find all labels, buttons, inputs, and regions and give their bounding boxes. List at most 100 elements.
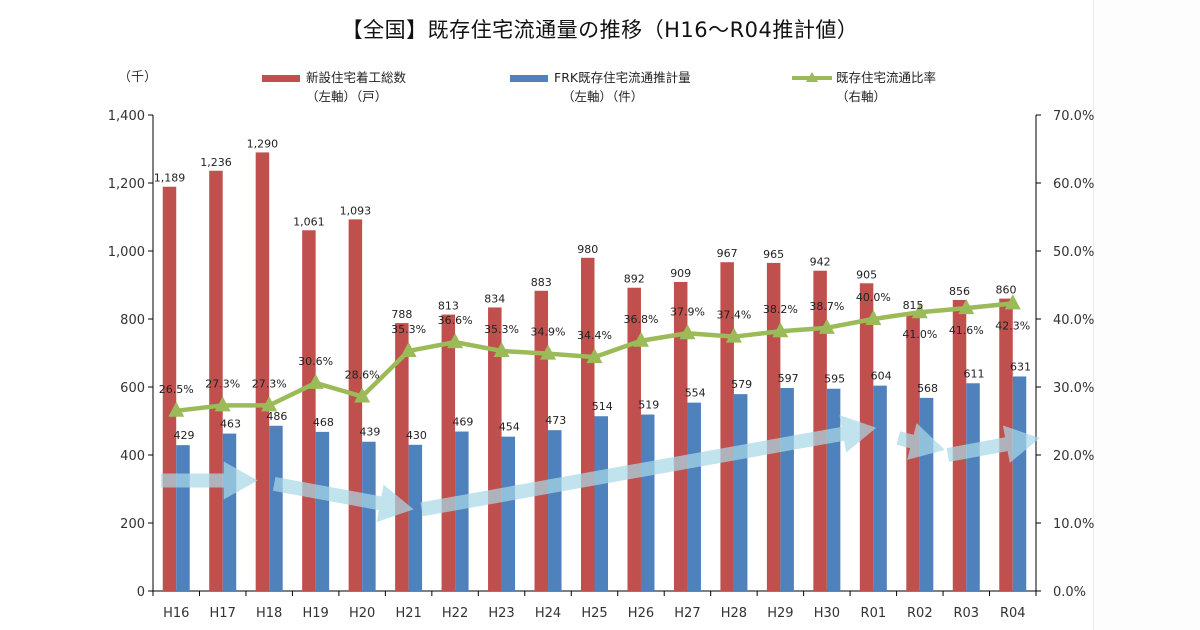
- data-label-frk-existing-distribution: 595: [824, 373, 845, 386]
- x-axis-tick-label: H18: [256, 606, 282, 621]
- data-label-frk-existing-distribution: 568: [917, 382, 938, 395]
- bar-new-housing-starts: [395, 323, 409, 591]
- axes: 0 200 400 600 800 1,000 1,200 1,400 0.0% 10.0% 20.…: [108, 109, 1095, 621]
- bar-frk-existing-distribution: [966, 383, 980, 591]
- data-label-ratio: 36.8%: [623, 313, 658, 326]
- right-axis-tick-label: 50.0%: [1053, 245, 1094, 260]
- right-axis-tick-label: 60.0%: [1053, 177, 1094, 192]
- bar-frk-existing-distribution: [826, 388, 841, 591]
- x-axis-tick-label: H22: [442, 606, 468, 621]
- bar-new-housing-starts: [627, 287, 641, 591]
- x-axis-tick-label: H30: [814, 606, 840, 621]
- data-label-frk-existing-distribution: 554: [685, 387, 706, 400]
- data-label-ratio: 40.0%: [856, 291, 891, 304]
- right-axis-tick-label: 40.0%: [1053, 313, 1094, 328]
- data-label-new-housing-starts: 788: [391, 308, 412, 321]
- data-label-ratio: 27.3%: [205, 377, 240, 390]
- bar-new-housing-starts: [673, 281, 688, 591]
- bar-new-housing-starts: [720, 262, 734, 591]
- ratio-triangle-marker: [400, 341, 417, 357]
- bar-new-housing-starts: [534, 290, 549, 591]
- right-margin-strip: [1093, 0, 1200, 630]
- bar-new-housing-starts: [859, 283, 874, 591]
- right-axis-tick-label: 0.0%: [1053, 585, 1086, 600]
- bar-new-housing-starts: [255, 152, 270, 591]
- legend-label: 新設住宅着工総数: [306, 70, 407, 85]
- bar-frk-existing-distribution: [780, 388, 794, 591]
- right-axis-tick-label: 70.0%: [1053, 109, 1094, 124]
- bar-frk-existing-distribution: [176, 445, 190, 591]
- bar-new-housing-starts: [488, 307, 502, 591]
- trend-arrow-icon: [161, 461, 258, 500]
- x-axis-tick-label: H20: [349, 606, 375, 621]
- data-label-new-housing-starts: 1,093: [340, 204, 372, 217]
- data-label-new-housing-starts: 892: [624, 273, 645, 286]
- x-axis-tick-label: H21: [395, 606, 421, 621]
- data-label-frk-existing-distribution: 468: [313, 416, 334, 429]
- bar-frk-existing-distribution: [501, 436, 516, 591]
- ratio-triangle-marker: [168, 401, 185, 417]
- data-label-ratio: 28.6%: [345, 369, 380, 382]
- x-axis-tick-label: R02: [907, 606, 933, 621]
- trend-arrow-icon: [946, 425, 1040, 463]
- data-label-frk-existing-distribution: 439: [359, 426, 380, 439]
- bar-frk-existing-distribution: [315, 431, 330, 591]
- trend-arrow-icon: [420, 415, 877, 517]
- left-axis-tick-label: 600: [120, 381, 145, 396]
- ratio-triangle-marker: [354, 387, 371, 403]
- data-label-frk-existing-distribution: 611: [964, 367, 985, 380]
- ratio-triangle-marker: [540, 344, 557, 360]
- trend-arrow-icon: [272, 477, 414, 522]
- data-label-new-housing-starts: 1,236: [200, 156, 232, 169]
- x-axis-tick-label: H19: [302, 606, 328, 621]
- data-label-ratio: 26.5%: [159, 383, 194, 396]
- left-axis-tick-label: 200: [120, 517, 145, 532]
- data-label-new-housing-starts: 856: [949, 285, 970, 298]
- bar-frk-existing-distribution: [687, 402, 701, 591]
- bar-frk-existing-distribution: [362, 441, 376, 591]
- ratio-triangle-marker: [725, 327, 742, 343]
- bar-frk-existing-distribution: [408, 444, 423, 591]
- left-axis-tick-label: 1,200: [108, 177, 145, 192]
- x-axis-tick-label: H27: [674, 606, 700, 621]
- x-axis-tick-label: H17: [210, 606, 236, 621]
- data-label-ratio: 35.3%: [484, 323, 519, 336]
- data-label-new-housing-starts: 942: [810, 256, 831, 269]
- ratio-triangle-marker: [1004, 294, 1021, 310]
- data-label-ratio: 37.4%: [716, 309, 751, 322]
- data-label-ratio: 38.2%: [763, 303, 798, 316]
- ratio-triangle-marker: [772, 322, 789, 338]
- data-label-ratio: 30.6%: [298, 355, 333, 368]
- ratio-triangle-marker: [632, 331, 649, 347]
- bar-frk-existing-distribution: [1012, 376, 1027, 591]
- data-label-new-housing-starts: 965: [763, 248, 784, 261]
- data-label-frk-existing-distribution: 454: [499, 421, 520, 434]
- data-label-frk-existing-distribution: 429: [173, 429, 194, 442]
- bar-frk-existing-distribution: [269, 425, 283, 591]
- bar-new-housing-starts: [162, 186, 177, 592]
- x-axis-tick-label: H29: [767, 606, 793, 621]
- bar-frk-existing-distribution: [919, 397, 934, 591]
- data-label-ratio: 35.3%: [391, 323, 426, 336]
- ratio-triangle-marker: [679, 324, 696, 340]
- x-axis-tick-label: R01: [861, 606, 887, 621]
- data-label-frk-existing-distribution: 604: [871, 370, 892, 383]
- left-axis-tick-label: 0: [137, 585, 145, 600]
- data-label-ratio: 36.6%: [438, 314, 473, 327]
- x-axis-tick-label: H23: [488, 606, 514, 621]
- legend-label: FRK既存住宅流通推計量: [554, 70, 691, 85]
- data-label-frk-existing-distribution: 597: [778, 372, 799, 385]
- chart-title: 【全国】既存住宅流通量の推移（H16〜R04推計値）: [341, 18, 859, 42]
- x-axis-tick-label: H16: [163, 606, 189, 621]
- legend-swatch-blue-bar: [510, 75, 548, 82]
- data-label-ratio: 42.3%: [995, 319, 1030, 332]
- ratio-triangle-marker: [958, 299, 975, 315]
- x-axis-tick-label: R03: [954, 606, 980, 621]
- right-axis-tick-label: 20.0%: [1053, 449, 1094, 464]
- bar-frk-existing-distribution: [222, 433, 237, 591]
- ratio-line: [168, 294, 1021, 417]
- data-label-new-housing-starts: 1,061: [293, 215, 325, 228]
- legend-sublabel: （右軸）: [836, 89, 887, 104]
- legend-swatch-red-bar: [262, 75, 300, 82]
